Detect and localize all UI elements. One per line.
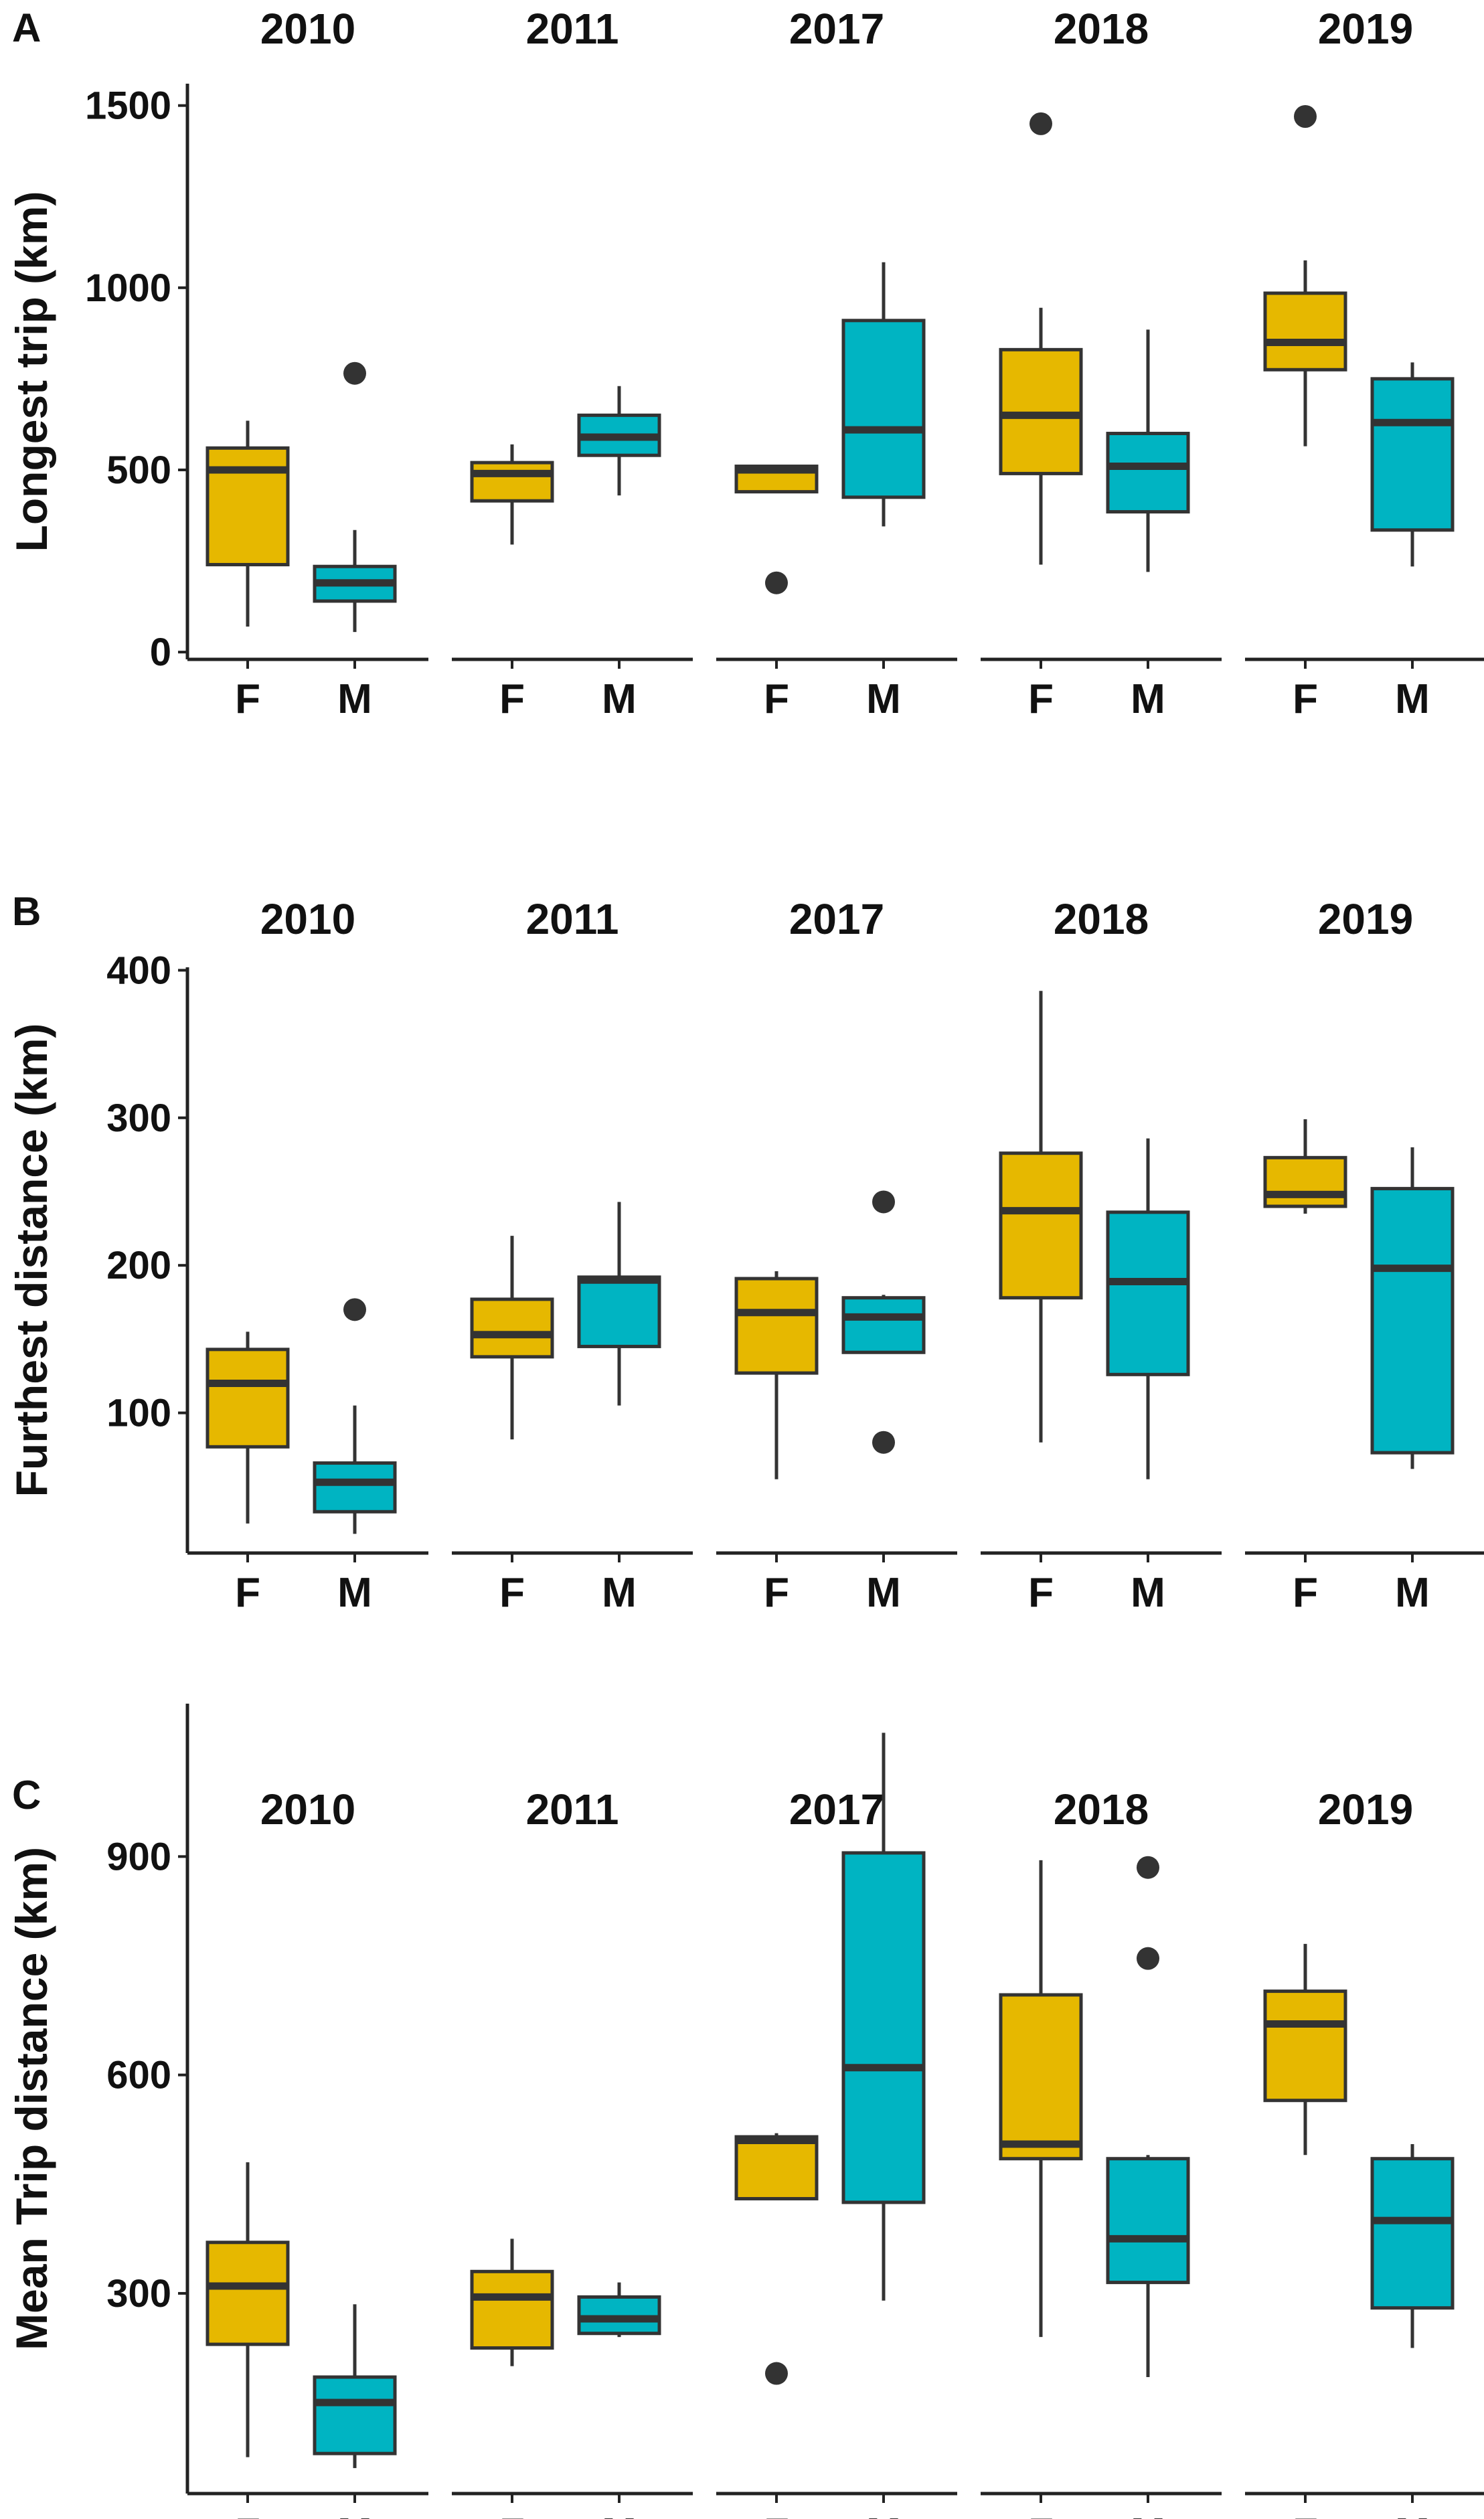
- facet-title: 2011: [526, 5, 619, 53]
- panel-label: C: [12, 1773, 41, 1817]
- facet-title: 2017: [789, 5, 884, 53]
- x-tick-label: M: [1131, 2510, 1165, 2519]
- x-tick-label: M: [1395, 676, 1430, 722]
- x-tick-label: M: [866, 2510, 901, 2519]
- y-axis-title: Longest trip (km): [7, 191, 56, 552]
- box-male: [841, 1851, 926, 2204]
- x-tick-label: M: [602, 2510, 637, 2519]
- y-tick-label: 0: [150, 631, 171, 674]
- y-tick-label: 100: [106, 1392, 171, 1435]
- outlier-point: [872, 1431, 895, 1454]
- box-female: [734, 1277, 819, 1375]
- x-tick-label: F: [764, 2510, 789, 2519]
- y-tick-label: 300: [106, 2272, 171, 2315]
- x-tick-label: F: [1028, 676, 1054, 722]
- box-male: [1370, 2157, 1455, 2310]
- x-tick-label: F: [1293, 676, 1318, 722]
- box-male: [1106, 1210, 1190, 1376]
- x-tick-label: F: [499, 676, 525, 722]
- x-tick-label: M: [1131, 1570, 1165, 1616]
- panel-label: B: [12, 889, 41, 934]
- x-tick-label: M: [866, 1570, 901, 1616]
- x-tick-label: M: [866, 676, 901, 722]
- outlier-point: [343, 1298, 366, 1321]
- x-tick-label: M: [337, 2510, 372, 2519]
- x-tick-label: M: [602, 676, 637, 722]
- box-female: [734, 2135, 819, 2201]
- x-tick-label: F: [1028, 1570, 1054, 1616]
- y-tick-label: 200: [106, 1244, 171, 1287]
- y-tick-label: 300: [106, 1096, 171, 1140]
- box-female: [205, 1348, 290, 1449]
- x-tick-label: M: [1395, 2510, 1430, 2519]
- x-tick-label: M: [602, 1570, 637, 1616]
- x-tick-label: F: [1028, 2510, 1054, 2519]
- box-male: [841, 319, 926, 499]
- facet-title: 2019: [1318, 5, 1413, 53]
- y-tick-label: 400: [106, 949, 171, 992]
- box-female: [999, 1151, 1083, 1300]
- box-male: [1106, 2157, 1190, 2285]
- x-tick-label: M: [1131, 676, 1165, 722]
- box-female: [1263, 291, 1347, 372]
- box-male: [1370, 377, 1455, 532]
- facet-title: 2018: [1054, 895, 1149, 943]
- box-female: [205, 2241, 290, 2346]
- outlier-point: [1294, 104, 1317, 128]
- x-tick-label: M: [337, 1570, 372, 1616]
- x-tick-label: F: [499, 1570, 525, 1616]
- facet-title: 2019: [1318, 895, 1413, 943]
- box-female: [999, 1993, 1083, 2161]
- outlier-point: [1029, 112, 1052, 135]
- y-tick-label: 500: [106, 449, 171, 492]
- panel-label: A: [12, 5, 41, 50]
- x-tick-label: F: [499, 2510, 525, 2519]
- box-female: [1263, 1989, 1347, 2103]
- box-female: [470, 1297, 554, 1359]
- x-tick-label: M: [337, 676, 372, 722]
- box-male: [1370, 1187, 1455, 1455]
- outlier-point: [1137, 1947, 1159, 1970]
- box-male: [313, 1461, 397, 1514]
- x-tick-label: F: [235, 676, 260, 722]
- facet-title: 2011: [526, 895, 619, 943]
- y-axis-title: Furthest distance (km): [7, 1024, 56, 1497]
- facet-title: 2017: [789, 895, 884, 943]
- facet-title: 2019: [1318, 1785, 1413, 1834]
- x-tick-label: M: [1395, 1570, 1430, 1616]
- box-male: [313, 2375, 397, 2455]
- facet-title: 2010: [260, 5, 355, 53]
- box-female: [1263, 1155, 1347, 1208]
- y-tick-label: 900: [106, 1835, 171, 1878]
- facet-title: 2010: [260, 895, 355, 943]
- outlier-point: [1137, 1856, 1159, 1879]
- facet-title: 2017: [789, 1785, 884, 1834]
- facet-title: 2010: [260, 1785, 355, 1834]
- box-female: [470, 461, 554, 503]
- box-male: [577, 1275, 661, 1348]
- x-tick-label: F: [235, 2510, 260, 2519]
- outlier-point: [765, 2362, 788, 2385]
- y-tick-label: 1500: [85, 84, 171, 128]
- box-female: [470, 2269, 554, 2350]
- y-axis-title: Mean Trip distance (km): [7, 1847, 56, 2350]
- facet-title: 2018: [1054, 5, 1149, 53]
- x-tick-label: F: [764, 676, 789, 722]
- y-tick-label: 1000: [85, 266, 171, 310]
- x-tick-label: F: [1293, 2510, 1318, 2519]
- outlier-point: [343, 361, 366, 385]
- box-male: [841, 1296, 926, 1354]
- facet-title: 2011: [526, 1785, 619, 1834]
- x-tick-label: F: [764, 1570, 789, 1616]
- x-tick-label: F: [1293, 1570, 1318, 1616]
- y-tick-label: 600: [106, 2054, 171, 2097]
- facet-title: 2018: [1054, 1785, 1149, 1834]
- box-female: [205, 446, 290, 566]
- outlier-point: [765, 571, 788, 594]
- outlier-point: [872, 1190, 895, 1214]
- x-tick-label: F: [235, 1570, 260, 1616]
- box-male: [1106, 432, 1190, 514]
